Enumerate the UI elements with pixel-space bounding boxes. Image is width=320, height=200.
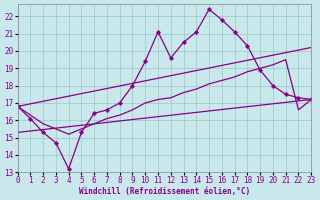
X-axis label: Windchill (Refroidissement éolien,°C): Windchill (Refroidissement éolien,°C) — [79, 187, 250, 196]
